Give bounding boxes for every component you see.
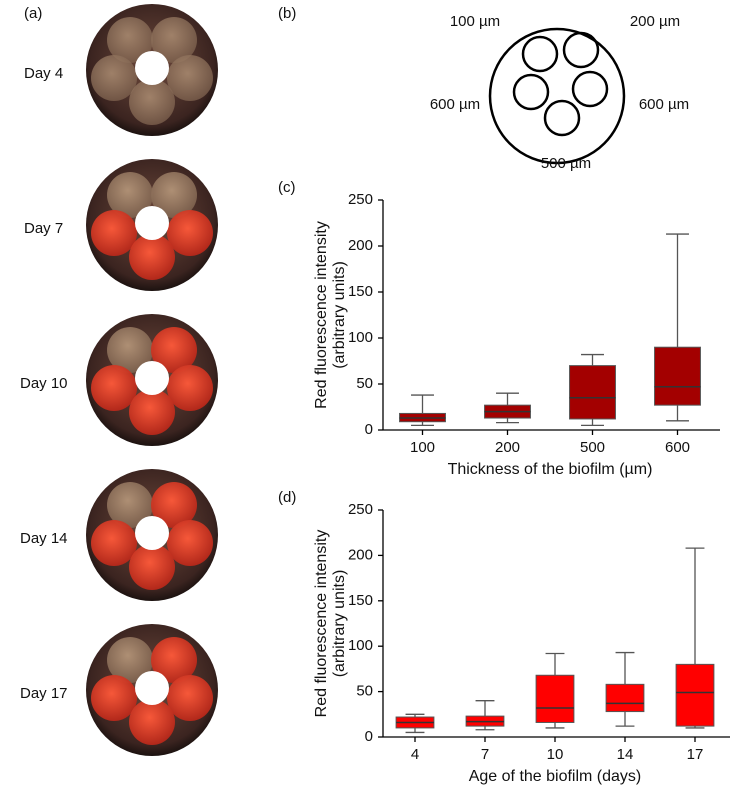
day-label: Day 14 xyxy=(20,530,68,547)
day-label: Day 10 xyxy=(20,375,68,392)
well xyxy=(151,172,197,218)
well xyxy=(91,675,137,721)
hole xyxy=(135,671,169,705)
y-tick-label: 150 xyxy=(348,592,373,609)
well xyxy=(167,55,213,101)
y-tick-label: 50 xyxy=(356,683,373,700)
y-tick-label: 200 xyxy=(348,546,373,563)
x-tick-label: 100 xyxy=(410,439,435,456)
well xyxy=(129,544,175,590)
well xyxy=(151,17,197,63)
well xyxy=(107,327,153,373)
well xyxy=(107,172,153,218)
day-label: Day 17 xyxy=(20,685,68,702)
box xyxy=(535,674,575,723)
sample-diagram xyxy=(488,27,626,165)
well xyxy=(167,675,213,721)
y-axis-label: Red fluorescence intensity xyxy=(313,221,330,409)
y-axis-label: (arbitrary units) xyxy=(331,570,348,678)
panel-label: (a) xyxy=(24,5,42,22)
y-tick-label: 0 xyxy=(365,728,373,745)
well xyxy=(151,327,197,373)
y-axis-label: Red fluorescence intensity xyxy=(313,530,330,718)
well xyxy=(167,520,213,566)
well xyxy=(107,17,153,63)
well xyxy=(167,365,213,411)
y-tick-label: 0 xyxy=(365,421,373,438)
well xyxy=(91,210,137,256)
y-tick-label: 100 xyxy=(348,637,373,654)
y-tick-label: 250 xyxy=(348,501,373,518)
well xyxy=(129,79,175,125)
y-tick-label: 150 xyxy=(348,283,373,300)
size-label: 200 µm xyxy=(630,13,680,30)
size-label: 100 µm xyxy=(450,13,500,30)
y-tick-label: 200 xyxy=(348,237,373,254)
dish-photo xyxy=(86,624,218,756)
x-tick-label: 600 xyxy=(665,439,690,456)
size-label: 600 µm xyxy=(430,96,480,113)
panel-label: (b) xyxy=(278,5,296,22)
hole xyxy=(135,516,169,550)
well xyxy=(129,389,175,435)
x-axis-label: Thickness of the biofilm (µm) xyxy=(448,461,653,478)
x-tick-label: 4 xyxy=(411,746,419,763)
panel-label: (d) xyxy=(278,489,296,506)
day-label: Day 7 xyxy=(24,220,63,237)
x-tick-label: 200 xyxy=(495,439,520,456)
y-axis-label: (arbitrary units) xyxy=(331,261,348,369)
x-tick-label: 10 xyxy=(547,746,564,763)
x-tick-label: 17 xyxy=(687,746,704,763)
well xyxy=(107,637,153,683)
well xyxy=(91,365,137,411)
box xyxy=(675,663,715,727)
x-tick-label: 500 xyxy=(580,439,605,456)
well xyxy=(91,520,137,566)
y-tick-label: 100 xyxy=(348,329,373,346)
size-label: 500 µm xyxy=(541,155,591,172)
box xyxy=(654,346,701,406)
y-tick-label: 50 xyxy=(356,375,373,392)
well xyxy=(107,482,153,528)
dish-photo xyxy=(86,314,218,446)
dish-photo xyxy=(86,159,218,291)
well xyxy=(129,699,175,745)
well xyxy=(151,482,197,528)
y-tick-label: 250 xyxy=(348,191,373,208)
x-tick-label: 7 xyxy=(481,746,489,763)
box xyxy=(569,365,616,420)
dish-photo xyxy=(86,4,218,136)
box xyxy=(605,683,645,713)
hole xyxy=(135,51,169,85)
well xyxy=(129,234,175,280)
well xyxy=(91,55,137,101)
x-tick-label: 14 xyxy=(617,746,634,763)
dish-photo xyxy=(86,469,218,601)
well xyxy=(151,637,197,683)
x-axis-label: Age of the biofilm (days) xyxy=(469,768,642,785)
hole xyxy=(135,206,169,240)
well xyxy=(167,210,213,256)
size-label: 600 µm xyxy=(639,96,689,113)
hole xyxy=(135,361,169,395)
day-label: Day 4 xyxy=(24,65,63,82)
panel-label: (c) xyxy=(278,179,296,196)
